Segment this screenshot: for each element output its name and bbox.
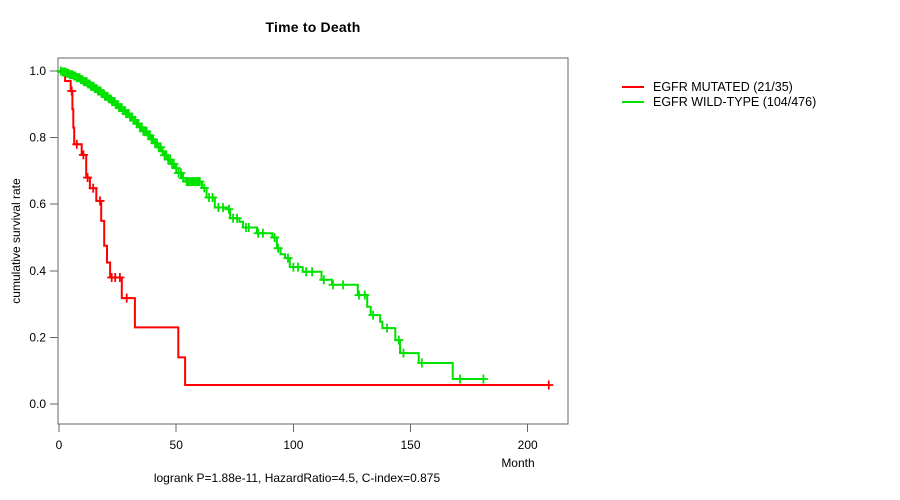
legend-item-wild-type: EGFR WILD-TYPE (104/476) (622, 95, 816, 111)
legend-item-mutated: EGFR MUTATED (21/35) (622, 79, 816, 95)
legend-label-mutated: EGFR MUTATED (21/35) (653, 79, 793, 94)
footer-stats: logrank P=1.88e-11, HazardRatio=4.5, C-i… (153, 471, 441, 485)
x-tick-label: 0 (56, 438, 63, 452)
legend-line-red (622, 85, 644, 88)
x-tick-label: 200 (518, 438, 538, 452)
y-tick-label: 0.0 (29, 397, 46, 411)
legend-line-green (622, 101, 644, 104)
survival-curve-wild-type (59, 70, 486, 380)
plot-box (57, 57, 569, 425)
x-tick-label: 50 (170, 438, 184, 452)
survival-curve-mutated (59, 70, 550, 386)
y-tick-label: 0.2 (29, 330, 46, 344)
y-tick-label: 1.0 (29, 64, 46, 78)
legend-label-wild-type: EGFR WILD-TYPE (104/476) (653, 95, 817, 110)
y-tick-label: 0.8 (29, 131, 46, 145)
legend: EGFR MUTATED (21/35) EGFR WILD-TYPE (104… (622, 79, 816, 110)
x-axis-title: Month (501, 456, 535, 470)
chart-title: Time to Death (265, 19, 361, 35)
x-tick-label: 100 (283, 438, 303, 452)
y-tick-label: 0.6 (29, 197, 46, 211)
y-tick-label: 0.4 (29, 264, 46, 278)
x-tick-label: 150 (400, 438, 420, 452)
